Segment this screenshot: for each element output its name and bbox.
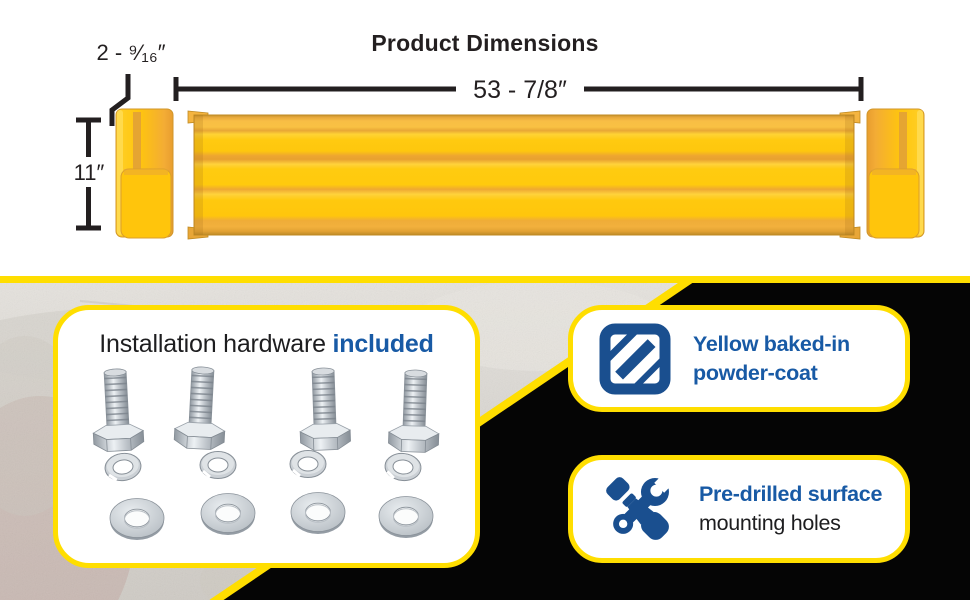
hardware-card: Installation hardware included (53, 305, 480, 568)
lock-washer (101, 449, 145, 485)
hardware-title-bold: included (332, 330, 434, 358)
width-dimension-label: 53 - 7/8″ (473, 76, 567, 104)
yellow-divider-line (0, 276, 970, 283)
crossed-tools-icon (606, 473, 674, 540)
lock-washer (382, 450, 424, 484)
hex-bolt (89, 366, 146, 453)
hardware-card-title: Installation hardware included (58, 330, 475, 359)
hardware-title-regular: Installation hardware (99, 330, 333, 358)
feature-text: Yellow baked-in powder-coat (693, 330, 850, 388)
feature-line-1: Pre-drilled surface (699, 482, 883, 506)
feature-line-2: powder-coat (693, 360, 818, 385)
feature-pill-mounting-holes: Pre-drilled surface mounting holes (568, 455, 910, 563)
dimension-diagram: 2 - ⁹⁄₁₆″ 53 - 7/8″ 11″ (74, 40, 925, 240)
hex-bolt (387, 368, 442, 454)
lock-washer (288, 449, 328, 479)
guard-rail (187, 110, 861, 240)
flat-washer (109, 498, 165, 541)
flat-washer (378, 496, 434, 539)
right-mounting-bracket (866, 108, 925, 239)
width-dimension-line (173, 77, 864, 101)
lock-washer (198, 450, 238, 480)
left-mounting-bracket (115, 108, 174, 239)
hex-bolt (297, 366, 352, 452)
feature-line-1: Yellow baked-in (693, 331, 850, 356)
feature-pill-powder-coat: Yellow baked-in powder-coat (568, 305, 910, 412)
hex-bolt (172, 366, 229, 451)
features-section: Installation hardware included (0, 276, 970, 600)
diagonal-stripes-icon (599, 323, 671, 394)
flat-washer (200, 493, 256, 536)
height-dimension-label: 11″ (74, 160, 105, 185)
height-dimension-line (76, 117, 101, 231)
depth-dimension (109, 74, 131, 126)
dimensions-section: Product Dimensions (0, 0, 970, 276)
depth-dimension-mark (109, 74, 131, 126)
feature-line-2: mounting holes (699, 511, 841, 535)
page-title: Product Dimensions (371, 30, 599, 56)
flat-washer (290, 492, 346, 535)
hardware-illustration (89, 366, 442, 541)
feature-text: Pre-drilled surface mounting holes (699, 480, 882, 538)
depth-dimension-label: 2 - ⁹⁄₁₆″ (97, 40, 166, 65)
